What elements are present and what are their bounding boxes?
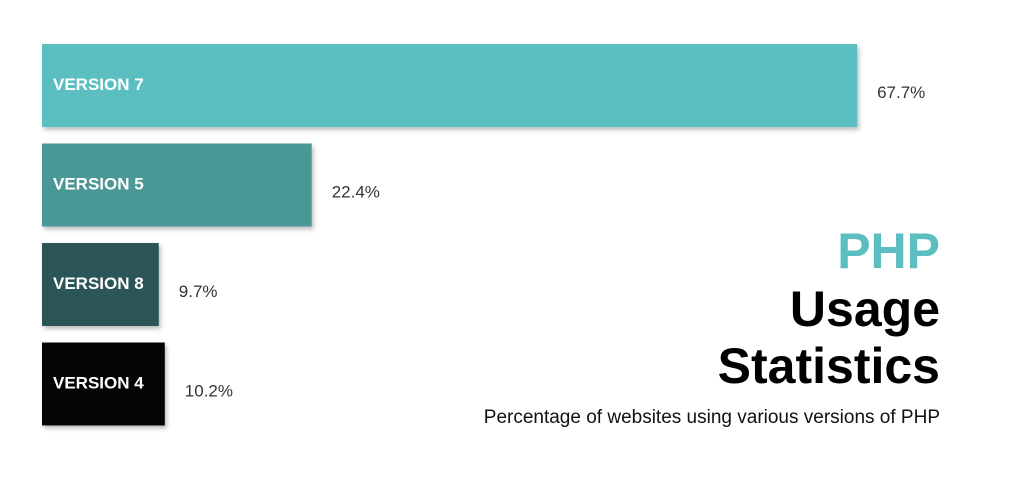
chart-subtitle: Percentage of websites using various ver… [484,407,940,428]
value-label: 67.7% [877,83,925,102]
category-label: VERSION 5 [53,174,144,193]
category-label: VERSION 8 [53,274,144,293]
bar [42,143,312,227]
value-label: 9.7% [179,282,218,301]
value-label: 10.2% [185,381,233,400]
value-label: 22.4% [332,182,380,201]
bar [42,243,159,326]
chart-title: PHP [837,223,940,279]
bar [42,44,858,127]
category-label: VERSION 4 [53,373,144,392]
bar [42,342,165,426]
chart-title: Statistics [718,338,940,394]
chart-title: Usage [790,281,940,337]
category-label: VERSION 7 [53,75,144,94]
